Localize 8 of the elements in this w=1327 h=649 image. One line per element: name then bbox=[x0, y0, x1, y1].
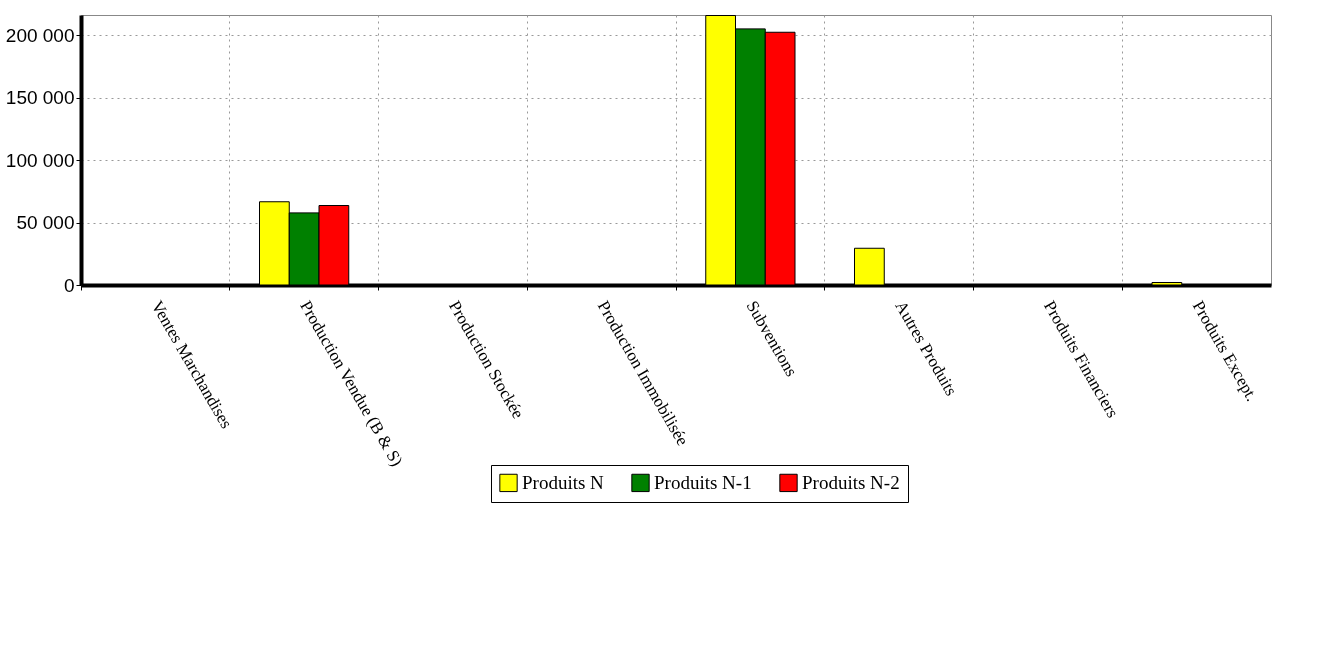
y-tick-label: 200 000 bbox=[5, 24, 75, 46]
y-tick-label: 100 000 bbox=[5, 149, 75, 171]
legend-label: Produits N-2 bbox=[802, 471, 900, 493]
y-tick-label: 0 bbox=[63, 274, 75, 296]
legend-label: Produits N-1 bbox=[654, 471, 752, 493]
y-tick-label: 50 000 bbox=[16, 212, 75, 233]
legend-label: Produits N bbox=[522, 471, 605, 493]
y-tick-label: 150 000 bbox=[5, 87, 75, 108]
